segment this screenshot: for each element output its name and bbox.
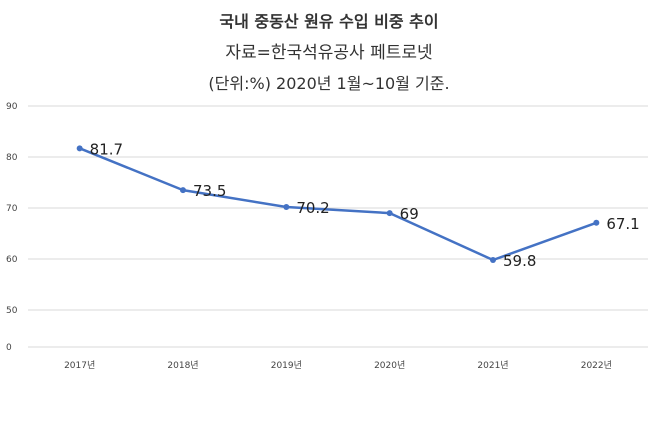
x-tick-label: 2022년 xyxy=(581,360,612,371)
x-tick-label: 2021년 xyxy=(477,360,508,371)
data-point xyxy=(283,203,290,210)
x-tick-label: 2018년 xyxy=(167,360,198,371)
chart-title: 국내 중동산 원유 수입 비중 추이 xyxy=(219,12,439,31)
y-tick-label: 0 xyxy=(6,343,12,353)
data-label: 69 xyxy=(400,205,419,223)
chart-subtitle-source: 자료=한국석유공사 페트로넷 xyxy=(225,43,433,63)
x-tick-label: 2019년 xyxy=(271,360,302,371)
data-point xyxy=(76,145,83,152)
data-label: 73.5 xyxy=(193,182,226,200)
data-point xyxy=(386,210,393,217)
data-label: 59.8 xyxy=(503,252,536,270)
data-point xyxy=(180,187,186,194)
x-tick-label: 2017년 xyxy=(64,360,95,371)
data-label: 70.2 xyxy=(296,199,329,217)
y-tick-label: 80 xyxy=(6,153,18,163)
chart-subtitle-unit: (단위:%) 2020년 1월~10월 기준. xyxy=(208,74,450,93)
x-tick-label: 2020년 xyxy=(374,360,405,371)
data-label: 81.7 xyxy=(90,140,123,158)
data-point xyxy=(490,257,496,264)
data-label: 67.1 xyxy=(606,215,639,233)
y-tick-label: 60 xyxy=(6,255,18,265)
y-tick-label: 50 xyxy=(6,306,18,316)
data-point xyxy=(593,219,600,226)
series-line xyxy=(79,147,597,262)
y-tick-label: 90 xyxy=(6,102,18,112)
y-tick-label: 70 xyxy=(6,204,18,214)
